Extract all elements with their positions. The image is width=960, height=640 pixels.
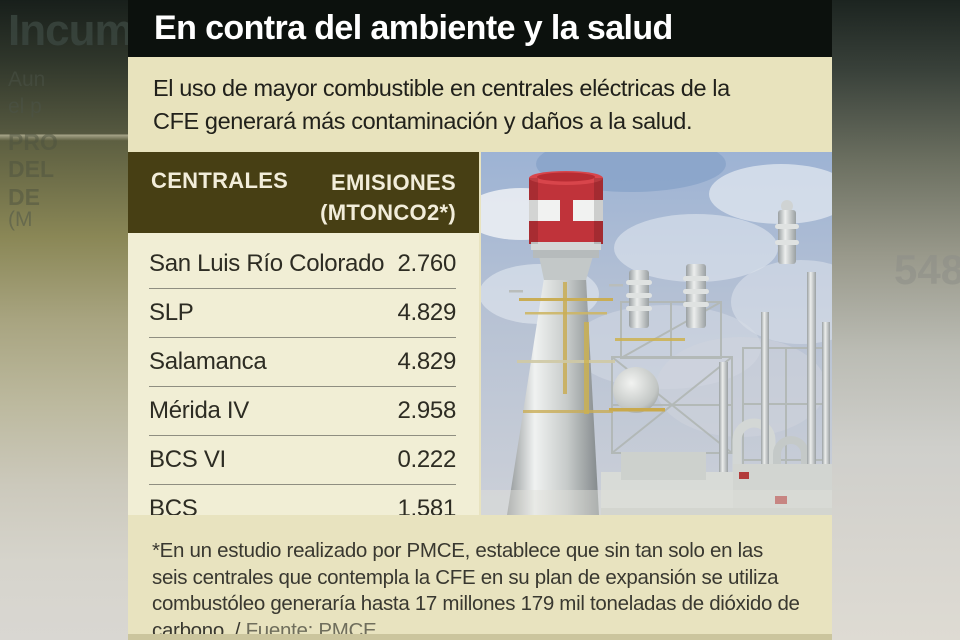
central-name: San Luis Río Colorado xyxy=(149,250,385,277)
background-page-number: 548 xyxy=(894,246,960,293)
central-name: BCS VI xyxy=(149,446,226,473)
intro-box: El uso de mayor combustible en centrales… xyxy=(128,57,832,152)
emissions-value: 2.958 xyxy=(397,397,456,424)
table-row: Salamanca 4.829 xyxy=(149,338,456,387)
emissions-value: 4.829 xyxy=(397,348,456,375)
background-text-fragment: (M xyxy=(8,208,33,231)
table-row: San Luis Río Colorado 2.760 xyxy=(149,240,456,289)
headline-bar: En contra del ambiente y la salud xyxy=(128,0,832,57)
table-row: BCS VI 0.222 xyxy=(149,436,456,485)
emissions-table: San Luis Río Colorado 2.760 SLP 4.829 Sa… xyxy=(128,233,479,530)
background-text-fragment: DEL xyxy=(8,156,54,182)
central-name: Salamanca xyxy=(149,348,267,375)
emissions-value: 2.760 xyxy=(397,250,456,277)
newspaper-background-left: Incump Aun el p PRO DEL DE (M xyxy=(0,0,128,640)
column-header-centrales: CENTRALES xyxy=(151,168,289,193)
emissions-value: 4.829 xyxy=(397,299,456,326)
intro-text-line: CFE generará más contaminación y daños a… xyxy=(153,107,693,134)
footnote: *En un estudio realizado por PMCE, estab… xyxy=(128,515,832,640)
background-text-fragment: DE xyxy=(8,184,40,210)
power-plant-photo xyxy=(481,152,832,515)
emissions-value: 0.222 xyxy=(397,446,456,473)
footnote-line: *En un estudio realizado por PMCE, estab… xyxy=(152,539,763,562)
table-header: CENTRALES EMISIONES (MTONCO2*) xyxy=(128,152,479,233)
footnote-line: seis centrales que contempla la CFE en s… xyxy=(152,565,779,589)
headline-text: En contra del ambiente y la salud xyxy=(154,9,673,47)
background-headline-fragment: Incump xyxy=(8,6,128,55)
column-header-emisiones-label: EMISIONES xyxy=(331,170,456,195)
central-name: Mérida IV xyxy=(149,397,250,424)
panel-bottom-edge xyxy=(128,634,832,640)
central-name: SLP xyxy=(149,299,194,326)
column-header-emisiones: EMISIONES (MTONCO2*) xyxy=(320,168,456,228)
column-header-emisiones-unit: (MTONCO2*) xyxy=(320,200,456,225)
background-text-fragment: PRO xyxy=(8,129,58,155)
photo-haze xyxy=(481,490,832,515)
intro-text-line: El uso de mayor combustible en centrales… xyxy=(153,75,730,101)
footnote-line: combustóleo generaría hasta 17 millones … xyxy=(152,592,800,615)
newspaper-background-right: 548 xyxy=(832,0,960,640)
background-text-fragment: el p xyxy=(8,95,42,118)
table-row: Mérida IV 2.958 xyxy=(149,387,456,436)
background-text-fragment: Aun xyxy=(8,68,46,91)
table-row: SLP 4.829 xyxy=(149,289,456,338)
chimney xyxy=(507,171,623,515)
support-structures xyxy=(601,200,832,515)
